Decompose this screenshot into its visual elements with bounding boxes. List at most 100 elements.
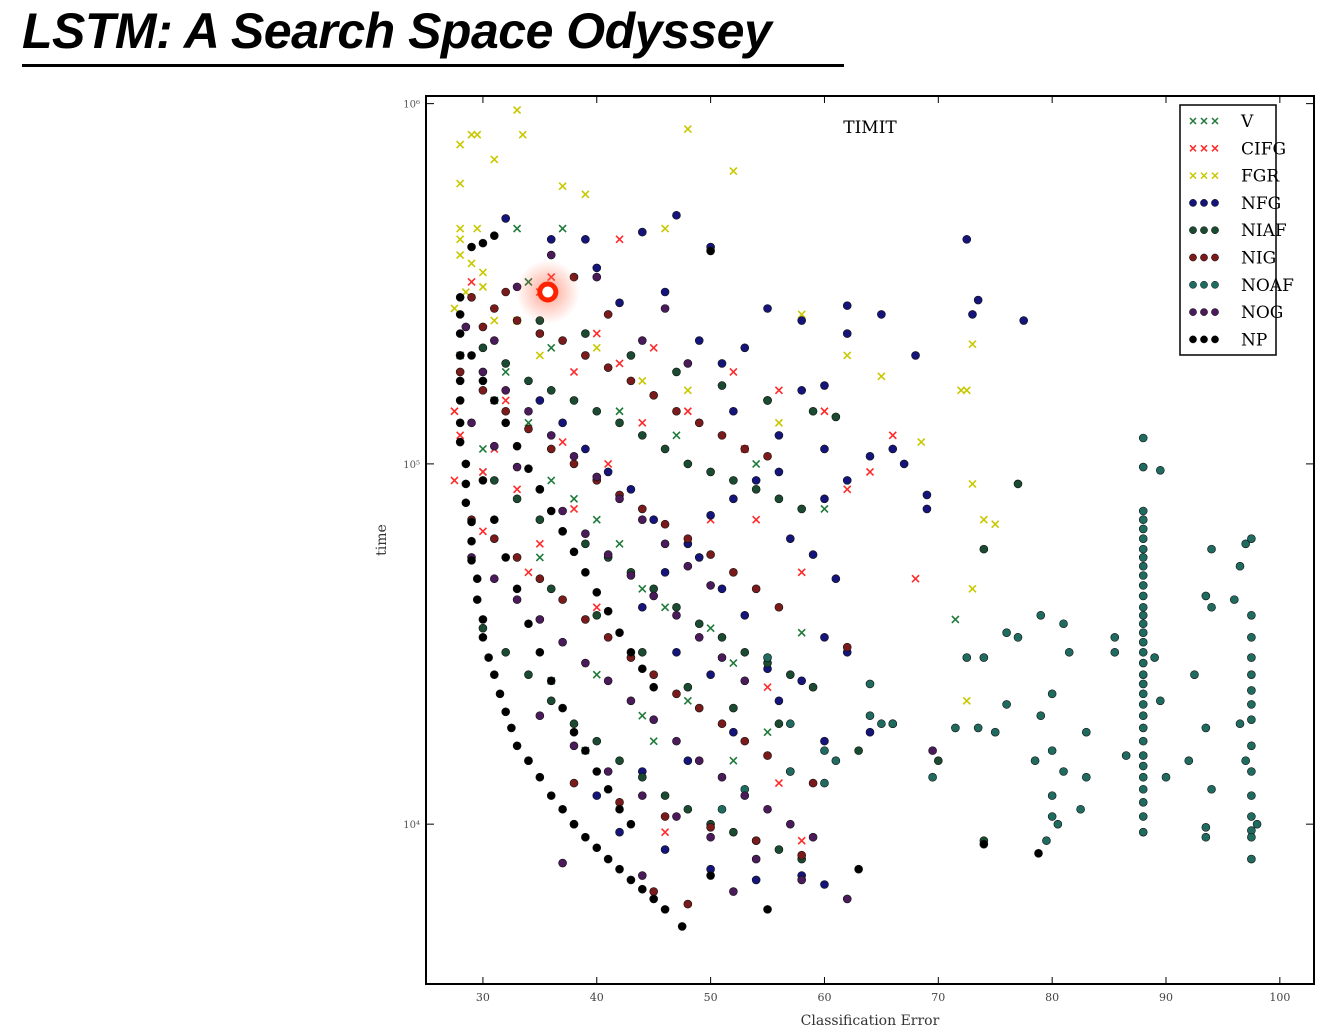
legend-marker (1211, 308, 1219, 316)
point-nfg (751, 476, 761, 485)
point-cifg (478, 527, 487, 536)
legend-item-nfg: NFG (1189, 194, 1281, 214)
point-fgr (962, 696, 971, 705)
point-nig (569, 778, 579, 788)
point-cifg (467, 277, 476, 286)
point-np (461, 479, 471, 489)
point-nfg (774, 696, 784, 706)
point-nig (774, 602, 784, 612)
x-tick-label: 80 (1045, 991, 1059, 1004)
point-niaf (683, 459, 693, 469)
x-tick-label: 60 (817, 991, 831, 1004)
point-v (478, 444, 487, 454)
point-noaf (1138, 610, 1148, 620)
point-niaf (524, 376, 533, 386)
point-np (455, 351, 465, 360)
point-nfg (638, 602, 647, 612)
point-niaf (694, 619, 704, 629)
point-nig (672, 689, 681, 699)
point-nig (649, 391, 658, 400)
point-cifg (592, 329, 601, 338)
point-np (535, 772, 545, 782)
point-niaf (660, 791, 670, 800)
point-nog (842, 894, 852, 904)
point-cifg (501, 396, 510, 405)
point-cifg (604, 459, 613, 468)
point-nog (569, 451, 579, 461)
point-np (467, 536, 476, 546)
point-nfg (751, 875, 761, 885)
point-nfg (546, 235, 556, 244)
point-np (569, 819, 579, 829)
point-noaf (1013, 633, 1023, 642)
y-tick-label: 10⁵ (403, 460, 420, 471)
point-v (797, 628, 806, 637)
point-fgr (968, 340, 977, 349)
legend-item-cifg: CIFG (1189, 139, 1286, 159)
point-nfg (820, 633, 829, 642)
point-nog (808, 832, 818, 842)
point-np (467, 242, 476, 252)
point-np (478, 476, 488, 485)
point-niaf (581, 329, 590, 338)
point-nig (694, 703, 704, 713)
point-noaf (1138, 619, 1148, 629)
point-nig (751, 584, 761, 594)
point-niaf (638, 772, 647, 782)
point-cifg (911, 574, 920, 583)
point-nfg (638, 227, 647, 237)
point-noaf (1121, 751, 1131, 760)
point-cifg (865, 467, 875, 476)
point-np (490, 670, 499, 679)
point-np (461, 459, 471, 469)
point-nog (603, 550, 613, 559)
point-nog (603, 767, 613, 776)
point-nig (729, 568, 738, 577)
point-noaf (951, 723, 960, 733)
point-v (706, 624, 715, 633)
point-np (455, 293, 465, 302)
point-nog (672, 812, 681, 821)
point-cifg (843, 485, 852, 494)
point-nig (558, 595, 567, 604)
point-noaf (1036, 610, 1046, 620)
point-nfg (808, 550, 818, 559)
point-nig (546, 444, 556, 454)
point-nfg (694, 553, 704, 562)
point-np (603, 606, 613, 616)
point-cifg (649, 343, 658, 352)
point-nig (455, 367, 465, 377)
point-noaf (1138, 571, 1148, 580)
point-fgr (467, 259, 476, 268)
point-niaf (808, 406, 818, 416)
point-np (512, 741, 522, 751)
legend-marker (1189, 144, 1197, 152)
legend-label: CIFG (1241, 139, 1286, 159)
point-cifg (450, 407, 459, 416)
point-nog (581, 658, 590, 668)
point-nog (581, 529, 590, 539)
point-nig (569, 459, 579, 469)
point-cifg (683, 407, 692, 416)
point-nig (581, 615, 590, 624)
point-nfg (660, 568, 670, 577)
data-points (450, 105, 1262, 931)
point-nig (683, 899, 693, 909)
legend-marker (1200, 308, 1208, 316)
point-np (507, 723, 516, 733)
point-fgr (683, 386, 692, 395)
point-v (569, 494, 579, 503)
point-niaf (729, 476, 738, 485)
point-nig (512, 316, 522, 325)
point-np (649, 682, 658, 692)
point-nog (649, 591, 658, 601)
point-nog (638, 336, 647, 345)
point-v (547, 476, 556, 485)
point-noaf (1138, 637, 1148, 647)
point-cifg (478, 467, 487, 476)
point-v (649, 737, 658, 746)
point-noaf (1247, 686, 1256, 695)
point-noaf (1138, 812, 1148, 821)
point-fgr (518, 130, 527, 139)
point-nog (558, 858, 567, 868)
